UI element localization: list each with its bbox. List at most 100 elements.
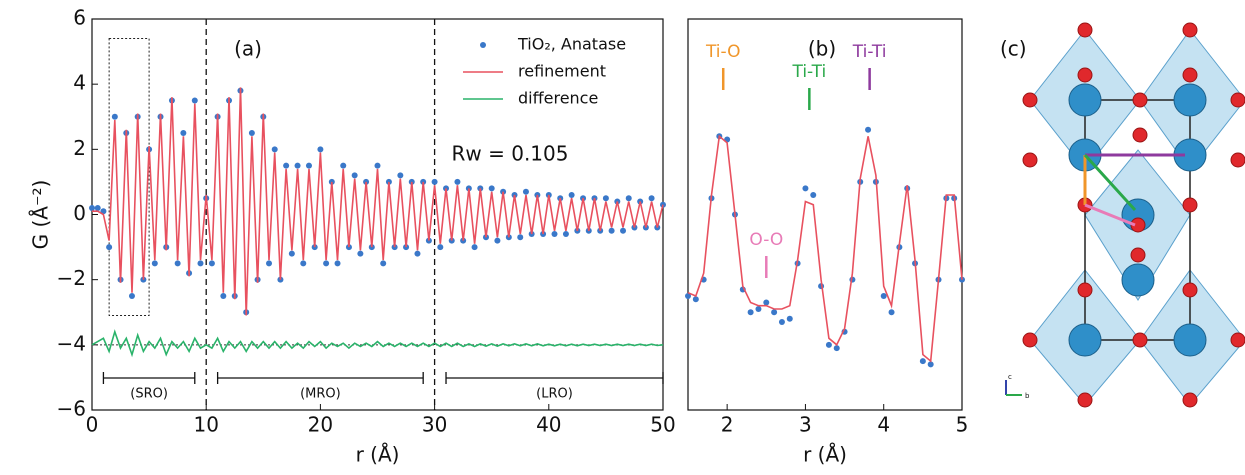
o-atom bbox=[1230, 92, 1245, 108]
data-point bbox=[833, 345, 840, 352]
data-point bbox=[602, 195, 609, 202]
data-point bbox=[208, 260, 215, 267]
annotation: Rw = 0.105 bbox=[452, 142, 569, 166]
plot-frame bbox=[687, 18, 963, 411]
o-atom bbox=[1182, 282, 1198, 298]
ti-atom bbox=[1121, 263, 1155, 297]
arrow bbox=[1083, 153, 1137, 212]
x-tick-label: 3 bbox=[799, 413, 812, 437]
data-point bbox=[620, 227, 627, 234]
o-atom bbox=[1182, 22, 1198, 38]
data-point bbox=[414, 250, 421, 257]
data-point bbox=[692, 296, 699, 303]
zoom-box bbox=[108, 38, 150, 317]
panel: 0 10 20 30 40 50 −6 −4 −2 0 2 4 6 r (Å) G (Å⁻²) (SRO) (M… bbox=[29, 6, 676, 467]
data-point bbox=[786, 315, 793, 322]
o-atom bbox=[1077, 22, 1093, 38]
data-point bbox=[431, 178, 438, 185]
peak-label: O-O bbox=[749, 230, 783, 250]
data-point bbox=[374, 162, 381, 169]
ti-atom bbox=[1068, 83, 1102, 117]
legend-label: difference bbox=[518, 89, 598, 108]
data-point bbox=[880, 292, 887, 299]
y-axis-label: G (Å⁻²) bbox=[29, 180, 53, 250]
region-label: (MRO) bbox=[300, 387, 341, 402]
data-point bbox=[334, 260, 341, 267]
arrow bbox=[1084, 203, 1136, 227]
data-point bbox=[151, 260, 158, 267]
x-tick-label: 10 bbox=[193, 413, 218, 437]
data-point bbox=[317, 146, 324, 153]
region-bracket bbox=[216, 372, 424, 384]
annotation: (a) bbox=[234, 37, 262, 61]
o-atom bbox=[1230, 332, 1245, 348]
y-tick-label: 2 bbox=[73, 136, 86, 160]
o-atom bbox=[1022, 332, 1038, 348]
data-point bbox=[522, 188, 529, 195]
peak-label: Ti-Ti bbox=[791, 62, 826, 82]
data-point bbox=[648, 195, 655, 202]
data-point bbox=[111, 113, 118, 120]
data-line bbox=[92, 87, 664, 316]
data-point bbox=[494, 237, 501, 244]
o-atom bbox=[1132, 92, 1148, 108]
data-point bbox=[437, 244, 444, 251]
data-point bbox=[919, 358, 926, 365]
data-point bbox=[488, 185, 495, 192]
x-tick-label: 30 bbox=[422, 413, 447, 437]
data-point bbox=[94, 204, 101, 211]
ti-atom bbox=[1173, 323, 1207, 357]
data-point bbox=[174, 260, 181, 267]
o-atom bbox=[1182, 392, 1198, 408]
data-point bbox=[288, 250, 295, 257]
data-point bbox=[810, 191, 817, 198]
data-line bbox=[91, 329, 664, 358]
x-tick-label: 0 bbox=[86, 413, 99, 437]
y-tick-label: 4 bbox=[73, 71, 86, 95]
peak-label: Ti-Ti bbox=[852, 42, 887, 62]
axis-label: b bbox=[1025, 392, 1030, 400]
data-point bbox=[562, 231, 569, 238]
ti-atom bbox=[1068, 323, 1102, 357]
ti-atom bbox=[1173, 83, 1207, 117]
data-point bbox=[380, 260, 387, 267]
x-tick-label: 40 bbox=[536, 413, 561, 437]
data-point bbox=[888, 309, 895, 316]
data-point bbox=[755, 305, 762, 312]
data-point bbox=[625, 195, 632, 202]
data-point bbox=[825, 341, 832, 348]
region-bracket bbox=[445, 372, 664, 384]
x-tick-label: 5 bbox=[956, 413, 969, 437]
data-point bbox=[517, 234, 524, 241]
o-atom bbox=[1132, 127, 1148, 143]
data-point bbox=[568, 191, 575, 198]
o-atom bbox=[1077, 67, 1093, 83]
data-point bbox=[747, 309, 754, 316]
data-point bbox=[294, 162, 301, 169]
data-point bbox=[927, 361, 934, 368]
legend-label: refinement bbox=[518, 62, 606, 81]
data-point bbox=[454, 178, 461, 185]
o-atom bbox=[1077, 392, 1093, 408]
data-point bbox=[266, 260, 273, 267]
data-point bbox=[283, 162, 290, 169]
data-point bbox=[608, 227, 615, 234]
o-atom bbox=[1230, 152, 1245, 168]
data-point bbox=[551, 231, 558, 238]
data-point bbox=[128, 292, 135, 299]
data-point bbox=[305, 162, 312, 169]
data-point bbox=[802, 185, 809, 192]
o-atom bbox=[1077, 282, 1093, 298]
data-point bbox=[323, 260, 330, 267]
x-axis-label: r (Å) bbox=[803, 443, 847, 467]
region-bracket bbox=[102, 372, 196, 384]
panel: 2 3 4 5 r (Å) (b) Ti-O O-O Ti-Ti Ti-Ti bbox=[685, 18, 969, 467]
data-point bbox=[191, 97, 198, 104]
crystal-structure: c b (c) bbox=[1000, 22, 1245, 408]
o-atom bbox=[1130, 247, 1146, 263]
y-tick-label: 6 bbox=[73, 6, 86, 30]
legend-label: TiO₂, Anatase bbox=[517, 35, 626, 54]
data-point bbox=[180, 130, 187, 137]
axis-label: c bbox=[1008, 373, 1012, 381]
